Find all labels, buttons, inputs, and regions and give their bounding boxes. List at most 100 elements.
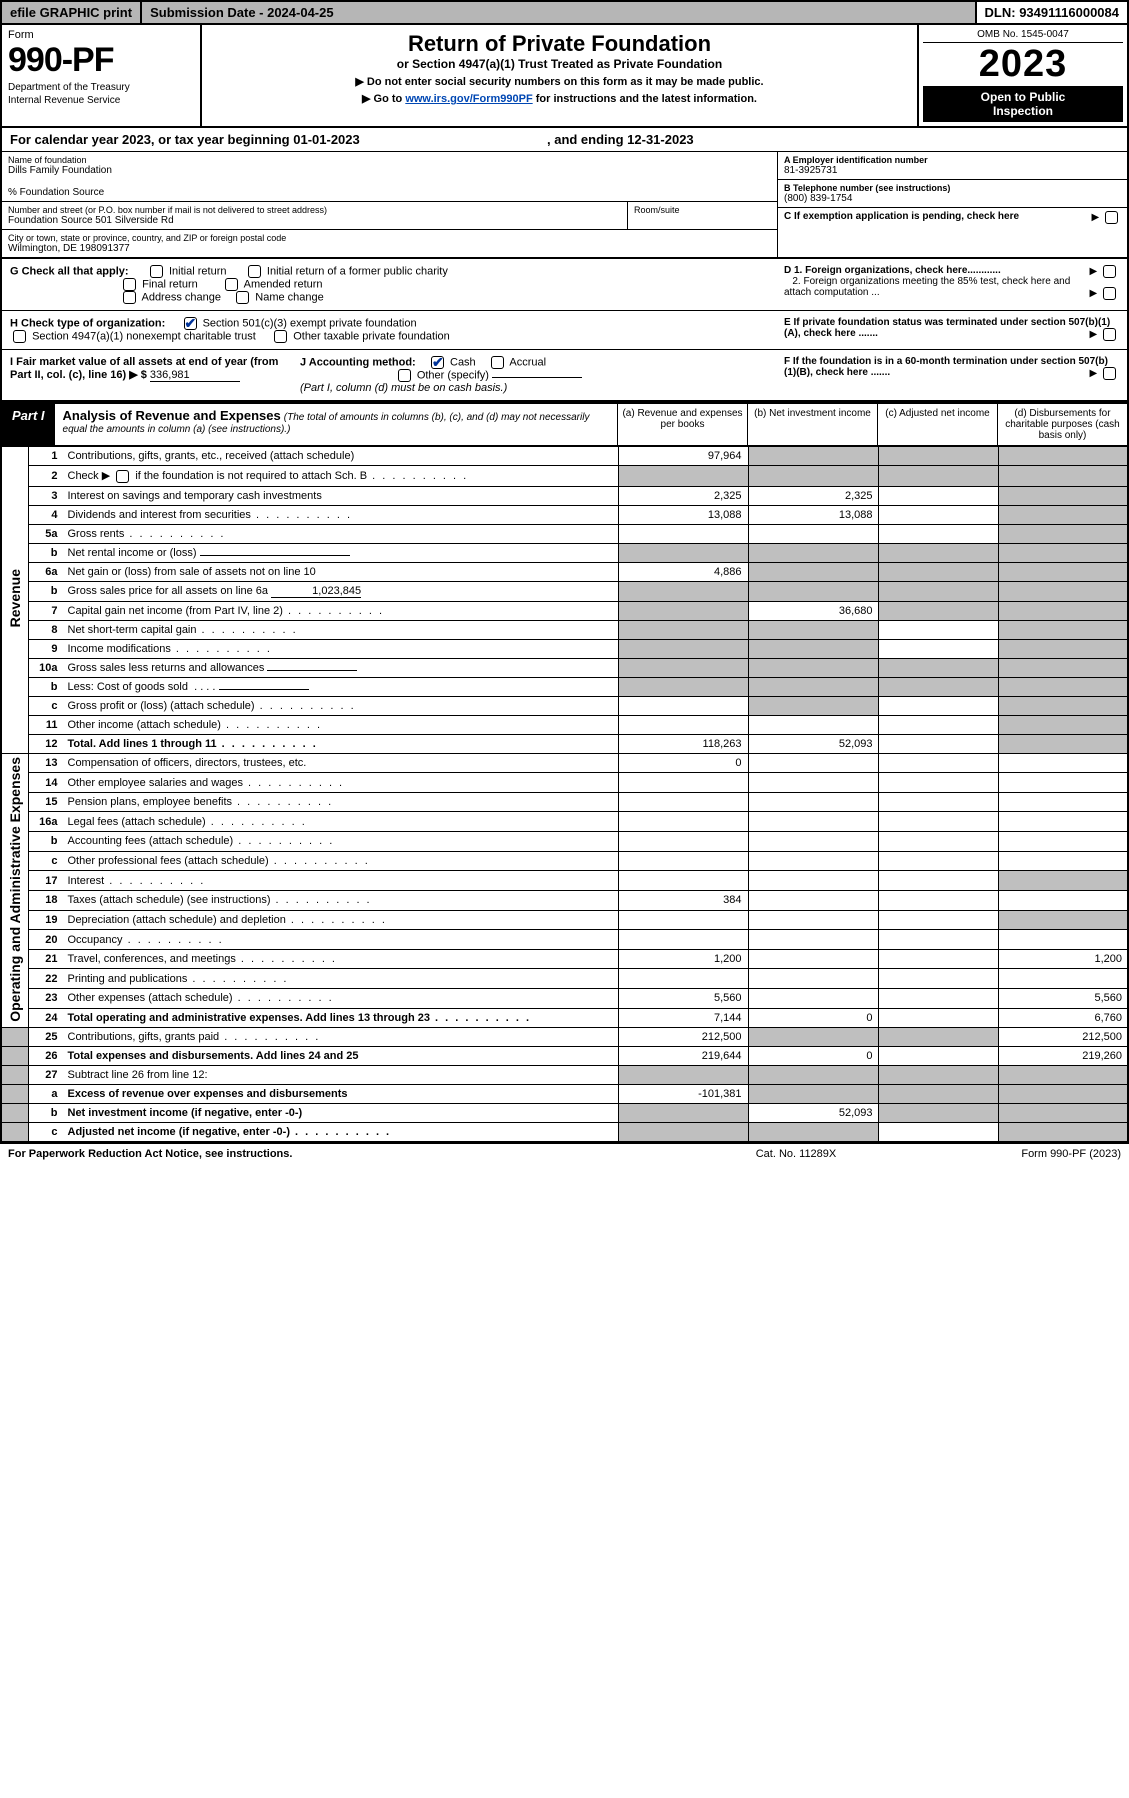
checkbox-accrual[interactable] [491,356,504,369]
form-title: Return of Private Foundation [212,31,907,57]
col-d-header: (d) Disbursements for charitable purpose… [997,404,1127,445]
row-4: 4 Dividends and interest from securities… [1,505,1128,524]
row-5b: b Net rental income or (loss) [1,543,1128,562]
checkbox-d2[interactable] [1103,287,1116,300]
row-27: 27Subtract line 26 from line 12: [1,1066,1128,1085]
row-15: 15Pension plans, employee benefits [1,792,1128,812]
row-27c: cAdjusted net income (if negative, enter… [1,1123,1128,1143]
checkbox-schb[interactable] [116,470,129,483]
row-21: 21Travel, conferences, and meetings1,200… [1,949,1128,969]
city-state-zip: Wilmington, DE 198091377 [8,243,771,254]
header-right: OMB No. 1545-0047 2023 Open to Public In… [917,25,1127,126]
col-a-header: (a) Revenue and expenses per books [617,404,747,445]
info-right: A Employer identification number 81-3925… [777,152,1127,257]
checkbox-initial-former[interactable] [248,265,261,278]
row-19: 19Depreciation (attach schedule) and dep… [1,910,1128,930]
header-center: Return of Private Foundation or Section … [202,25,917,126]
checkbox-address-change[interactable] [123,291,136,304]
form-label: Form [8,29,194,41]
instr-ssn: ▶ Do not enter social security numbers o… [212,75,907,88]
exemption-pending-cell: C If exemption application is pending, c… [778,208,1127,225]
column-headers: (a) Revenue and expenses per books (b) N… [617,404,1127,445]
section-g: G Check all that apply: Initial return I… [0,259,1129,311]
foundation-source: % Foundation Source [8,187,771,198]
section-ij: I Fair market value of all assets at end… [0,350,1129,402]
form-header: Form 990-PF Department of the Treasury I… [0,25,1129,128]
row-6b: b Gross sales price for all assets on li… [1,581,1128,601]
row-9: 9 Income modifications [1,639,1128,658]
fmv-assets: 336,981 [150,369,240,382]
expenses-label: Operating and Administrative Expenses [1,753,29,1028]
row-7: 7 Capital gain net income (from Part IV,… [1,601,1128,620]
header-left: Form 990-PF Department of the Treasury I… [2,25,202,126]
dln-label: DLN: 93491116000084 [977,2,1127,23]
checkbox-d1[interactable] [1103,265,1116,278]
address: Foundation Source 501 Silverside Rd [8,215,621,226]
row-10b: b Less: Cost of goods sold . . . . [1,677,1128,696]
checkbox-cash[interactable] [431,356,444,369]
row-6a: 6a Net gain or (loss) from sale of asset… [1,562,1128,581]
section-h: H Check type of organization: Section 50… [0,311,1129,350]
dept-irs: Internal Revenue Service [8,95,194,106]
footer-center: Cat. No. 11289X [671,1148,921,1160]
page-footer: For Paperwork Reduction Act Notice, see … [0,1143,1129,1164]
row-13: Operating and Administrative Expenses 13… [1,753,1128,773]
phone: (800) 839-1754 [784,193,1121,204]
omb-number: OMB No. 1545-0047 [923,29,1123,43]
checkbox-c[interactable] [1105,211,1118,224]
row-24: 24Total operating and administrative exp… [1,1008,1128,1028]
row-12: 12 Total. Add lines 1 through 11 118,263… [1,734,1128,753]
row-23: 23Other expenses (attach schedule)5,5605… [1,989,1128,1009]
row-11: 11 Other income (attach schedule) [1,715,1128,734]
row-2: 2 Check ▶ if the foundation is not requi… [1,466,1128,487]
row-27b: bNet investment income (if negative, ent… [1,1104,1128,1123]
row-25: 25Contributions, gifts, grants paid212,5… [1,1028,1128,1047]
instr-link[interactable]: www.irs.gov/Form990PF [405,93,532,105]
row-22: 22Printing and publications [1,969,1128,989]
form-number: 990-PF [8,41,194,80]
checkbox-name-change[interactable] [236,291,249,304]
row-17: 17Interest [1,871,1128,891]
phone-cell: B Telephone number (see instructions) (8… [778,180,1127,208]
form-subtitle: or Section 4947(a)(1) Trust Treated as P… [212,57,907,71]
checkbox-f[interactable] [1103,367,1116,380]
row-20: 20Occupancy [1,930,1128,950]
ein-cell: A Employer identification number 81-3925… [778,152,1127,180]
foundation-name-cell: Name of foundation Dills Family Foundati… [2,152,777,202]
part1-desc: Analysis of Revenue and Expenses (The to… [55,404,617,445]
row-27a: aExcess of revenue over expenses and dis… [1,1085,1128,1104]
address-cell: Number and street (or P.O. box number if… [2,202,627,230]
instr-link-row: ▶ Go to www.irs.gov/Form990PF for instru… [212,92,907,105]
checkbox-amended[interactable] [225,278,238,291]
info-grid: Name of foundation Dills Family Foundati… [0,152,1129,259]
checkbox-initial-return[interactable] [150,265,163,278]
footer-left: For Paperwork Reduction Act Notice, see … [8,1148,671,1160]
row-16b: bAccounting fees (attach schedule) [1,832,1128,852]
year-end: 12-31-2023 [627,132,694,147]
row-3: 3 Interest on savings and temporary cash… [1,486,1128,505]
calendar-year-row: For calendar year 2023, or tax year begi… [0,128,1129,152]
checkbox-501c3[interactable] [184,317,197,330]
revenue-label: Revenue [1,447,29,754]
submission-date: Submission Date - 2024-04-25 [142,2,976,23]
row-14: 14Other employee salaries and wages [1,773,1128,793]
row-10c: c Gross profit or (loss) (attach schedul… [1,696,1128,715]
info-left: Name of foundation Dills Family Foundati… [2,152,777,257]
efile-label: efile GRAPHIC print [2,2,142,23]
main-table: Revenue 1 Contributions, gifts, grants, … [0,446,1129,1143]
part1-header: Part I Analysis of Revenue and Expenses … [0,402,1129,446]
row-5a: 5a Gross rents [1,524,1128,543]
checkbox-e[interactable] [1103,328,1116,341]
checkbox-4947[interactable] [13,330,26,343]
checkbox-other-method[interactable] [398,369,411,382]
open-inspection: Open to Public Inspection [923,86,1123,122]
checkbox-other-taxable[interactable] [274,330,287,343]
row-16a: 16aLegal fees (attach schedule) [1,812,1128,832]
checkbox-final-return[interactable] [123,278,136,291]
part1-label: Part I [2,404,55,445]
instr-post: for instructions and the latest informat… [533,93,757,105]
row-26: 26Total expenses and disbursements. Add … [1,1047,1128,1066]
city-cell: City or town, state or province, country… [2,230,777,257]
year-begin: 01-01-2023 [293,132,360,147]
instr-pre: ▶ Go to [362,93,405,105]
